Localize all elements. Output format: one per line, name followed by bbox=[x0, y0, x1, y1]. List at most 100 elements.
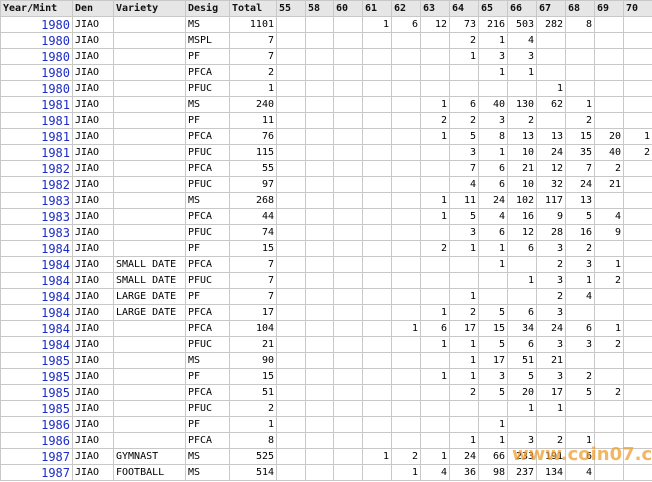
empty-cell bbox=[113, 160, 186, 177]
count-cell: 5 bbox=[507, 368, 537, 385]
text-cell: PFCA bbox=[185, 432, 230, 449]
empty-cell bbox=[391, 224, 421, 241]
table-row: 1980 JIAO MSPL 7 2 1 4 bbox=[0, 32, 652, 49]
empty-cell bbox=[333, 128, 363, 145]
text-cell: JIAO bbox=[72, 112, 114, 129]
empty-cell bbox=[113, 32, 186, 49]
count-cell: 4 bbox=[565, 288, 595, 305]
empty-cell bbox=[507, 256, 537, 273]
count-cell: 7 bbox=[229, 32, 277, 49]
empty-cell bbox=[594, 64, 624, 81]
count-cell: 1 bbox=[362, 448, 392, 465]
empty-cell bbox=[565, 400, 595, 417]
text-cell: JIAO bbox=[72, 224, 114, 241]
count-cell: 2 bbox=[565, 240, 595, 257]
table-row: 1981 JIAO MS 240 1 6 40 130 62 1 bbox=[0, 96, 652, 113]
count-cell: 1 bbox=[478, 64, 508, 81]
empty-cell bbox=[305, 240, 334, 257]
column-header: Variety bbox=[113, 0, 186, 17]
empty-cell bbox=[420, 64, 450, 81]
text-cell: PFUC bbox=[185, 336, 230, 353]
empty-cell bbox=[623, 352, 652, 369]
empty-cell bbox=[594, 80, 624, 97]
empty-cell bbox=[536, 64, 566, 81]
empty-cell bbox=[623, 32, 652, 49]
year-cell: 1981 bbox=[0, 96, 73, 113]
count-cell: 1 bbox=[478, 144, 508, 161]
text-cell: LARGE DATE bbox=[113, 304, 186, 321]
year-cell: 1981 bbox=[0, 144, 73, 161]
table-row: 1983 JIAO PFCA 44 1 5 4 16 9 5 4 bbox=[0, 208, 652, 225]
count-cell: 17 bbox=[478, 352, 508, 369]
empty-cell bbox=[420, 48, 450, 65]
empty-cell bbox=[507, 80, 537, 97]
table-row: 1987 JIAO FOOTBALL MS 514 1 4 36 98 237 134 4 bbox=[0, 464, 652, 481]
year-cell: 1980 bbox=[0, 16, 73, 33]
text-cell: PF bbox=[185, 288, 230, 305]
empty-cell bbox=[362, 176, 392, 193]
empty-cell bbox=[565, 32, 595, 49]
empty-cell bbox=[276, 384, 306, 401]
text-cell: MS bbox=[185, 352, 230, 369]
count-cell: 503 bbox=[507, 16, 537, 33]
count-cell: 5 bbox=[565, 208, 595, 225]
count-cell: 282 bbox=[536, 16, 566, 33]
empty-cell bbox=[362, 112, 392, 129]
count-cell: 1 bbox=[507, 272, 537, 289]
empty-cell bbox=[276, 464, 306, 481]
count-cell: 4 bbox=[565, 464, 595, 481]
column-header: Total bbox=[229, 0, 277, 17]
text-cell: JIAO bbox=[72, 176, 114, 193]
text-cell: PFCA bbox=[185, 64, 230, 81]
text-cell: MS bbox=[185, 16, 230, 33]
empty-cell bbox=[113, 432, 186, 449]
count-cell: 5 bbox=[478, 304, 508, 321]
table-row: 1983 JIAO PFUC 74 3 6 12 28 16 9 bbox=[0, 224, 652, 241]
count-cell: 40 bbox=[594, 144, 624, 161]
count-cell: 1 bbox=[420, 96, 450, 113]
count-cell: 2 bbox=[536, 288, 566, 305]
year-cell: 1982 bbox=[0, 176, 73, 193]
empty-cell bbox=[362, 352, 392, 369]
empty-cell bbox=[333, 400, 363, 417]
empty-cell bbox=[391, 304, 421, 321]
empty-cell bbox=[623, 96, 652, 113]
year-cell: 1986 bbox=[0, 432, 73, 449]
table-row: 1981 JIAO PF 11 2 2 3 2 2 bbox=[0, 112, 652, 129]
empty-cell bbox=[305, 80, 334, 97]
count-cell: 21 bbox=[229, 336, 277, 353]
empty-cell bbox=[391, 64, 421, 81]
count-cell: 17 bbox=[229, 304, 277, 321]
empty-cell bbox=[305, 144, 334, 161]
empty-cell bbox=[276, 112, 306, 129]
empty-cell bbox=[623, 208, 652, 225]
count-cell: 24 bbox=[478, 192, 508, 209]
text-cell: JIAO bbox=[72, 368, 114, 385]
table-row: 1987 JIAO GYMNAST MS 525 1 2 1 24 66 233 191 6 bbox=[0, 448, 652, 465]
empty-cell bbox=[276, 288, 306, 305]
text-cell: PFCA bbox=[185, 208, 230, 225]
empty-cell bbox=[113, 208, 186, 225]
empty-cell bbox=[333, 304, 363, 321]
empty-cell bbox=[565, 304, 595, 321]
empty-cell bbox=[391, 128, 421, 145]
text-cell: PF bbox=[185, 368, 230, 385]
year-cell: 1982 bbox=[0, 160, 73, 177]
count-cell: 15 bbox=[565, 128, 595, 145]
empty-cell bbox=[594, 288, 624, 305]
count-cell: 34 bbox=[507, 320, 537, 337]
year-cell: 1980 bbox=[0, 64, 73, 81]
empty-cell bbox=[623, 464, 652, 481]
count-cell: 1 bbox=[594, 320, 624, 337]
empty-cell bbox=[305, 208, 334, 225]
empty-cell bbox=[594, 96, 624, 113]
count-cell: 11 bbox=[449, 192, 479, 209]
text-cell: PF bbox=[185, 48, 230, 65]
empty-cell bbox=[623, 64, 652, 81]
empty-cell bbox=[333, 64, 363, 81]
count-cell: 237 bbox=[507, 464, 537, 481]
count-cell: 2 bbox=[420, 240, 450, 257]
count-cell: 1 bbox=[536, 400, 566, 417]
text-cell: MS bbox=[185, 96, 230, 113]
count-cell: 3 bbox=[449, 224, 479, 241]
